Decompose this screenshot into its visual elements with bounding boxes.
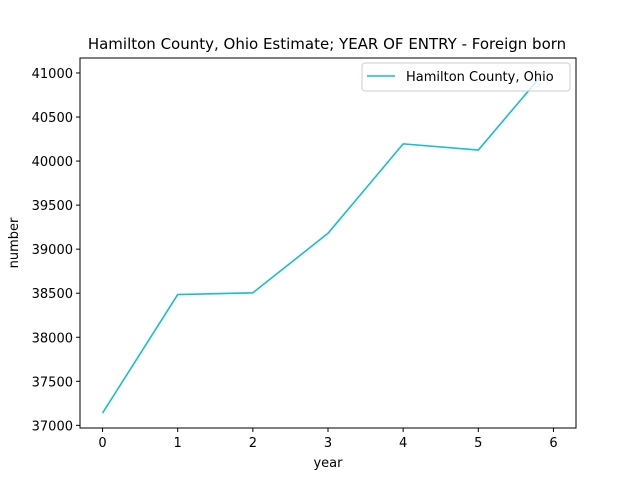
y-tick-label: 39500 <box>32 199 73 214</box>
plot-area: 0 1 2 3 4 5 6 37000 37500 38000 38500 39000 39500 40… <box>32 57 577 451</box>
x-tick-label: 4 <box>399 436 407 451</box>
y-tick-label: 37000 <box>32 419 73 434</box>
legend-box <box>361 62 571 92</box>
y-tick-label: 41000 <box>32 67 73 82</box>
y-tick-label: 38000 <box>32 331 73 346</box>
x-tick-label: 0 <box>98 436 106 451</box>
y-axis: 37000 37500 38000 38500 39000 39500 40000 40500… <box>32 67 80 434</box>
x-tick-label: 3 <box>324 436 332 451</box>
x-tick-label: 2 <box>249 436 257 451</box>
series-layer <box>101 72 545 414</box>
legend: Hamilton County, Ohio <box>361 62 571 92</box>
y-axis-label: number <box>7 217 22 268</box>
x-axis-label: year <box>313 456 343 471</box>
x-axis: 0 1 2 3 4 5 6 <box>98 428 558 451</box>
y-tick-label: 39000 <box>32 243 73 258</box>
y-tick-label: 37500 <box>32 375 73 390</box>
x-tick-label: 1 <box>174 436 182 451</box>
y-tick-label: 40500 <box>32 111 73 126</box>
chart-title: Hamilton County, Ohio Estimate; YEAR OF … <box>88 35 566 53</box>
y-tick-label: 40000 <box>32 155 73 170</box>
y-tick-label: 38500 <box>32 287 73 302</box>
x-tick-label: 6 <box>549 436 557 451</box>
x-tick-label: 5 <box>474 436 482 451</box>
series-line <box>101 72 545 414</box>
legend-label: Hamilton County, Ohio <box>406 70 554 85</box>
